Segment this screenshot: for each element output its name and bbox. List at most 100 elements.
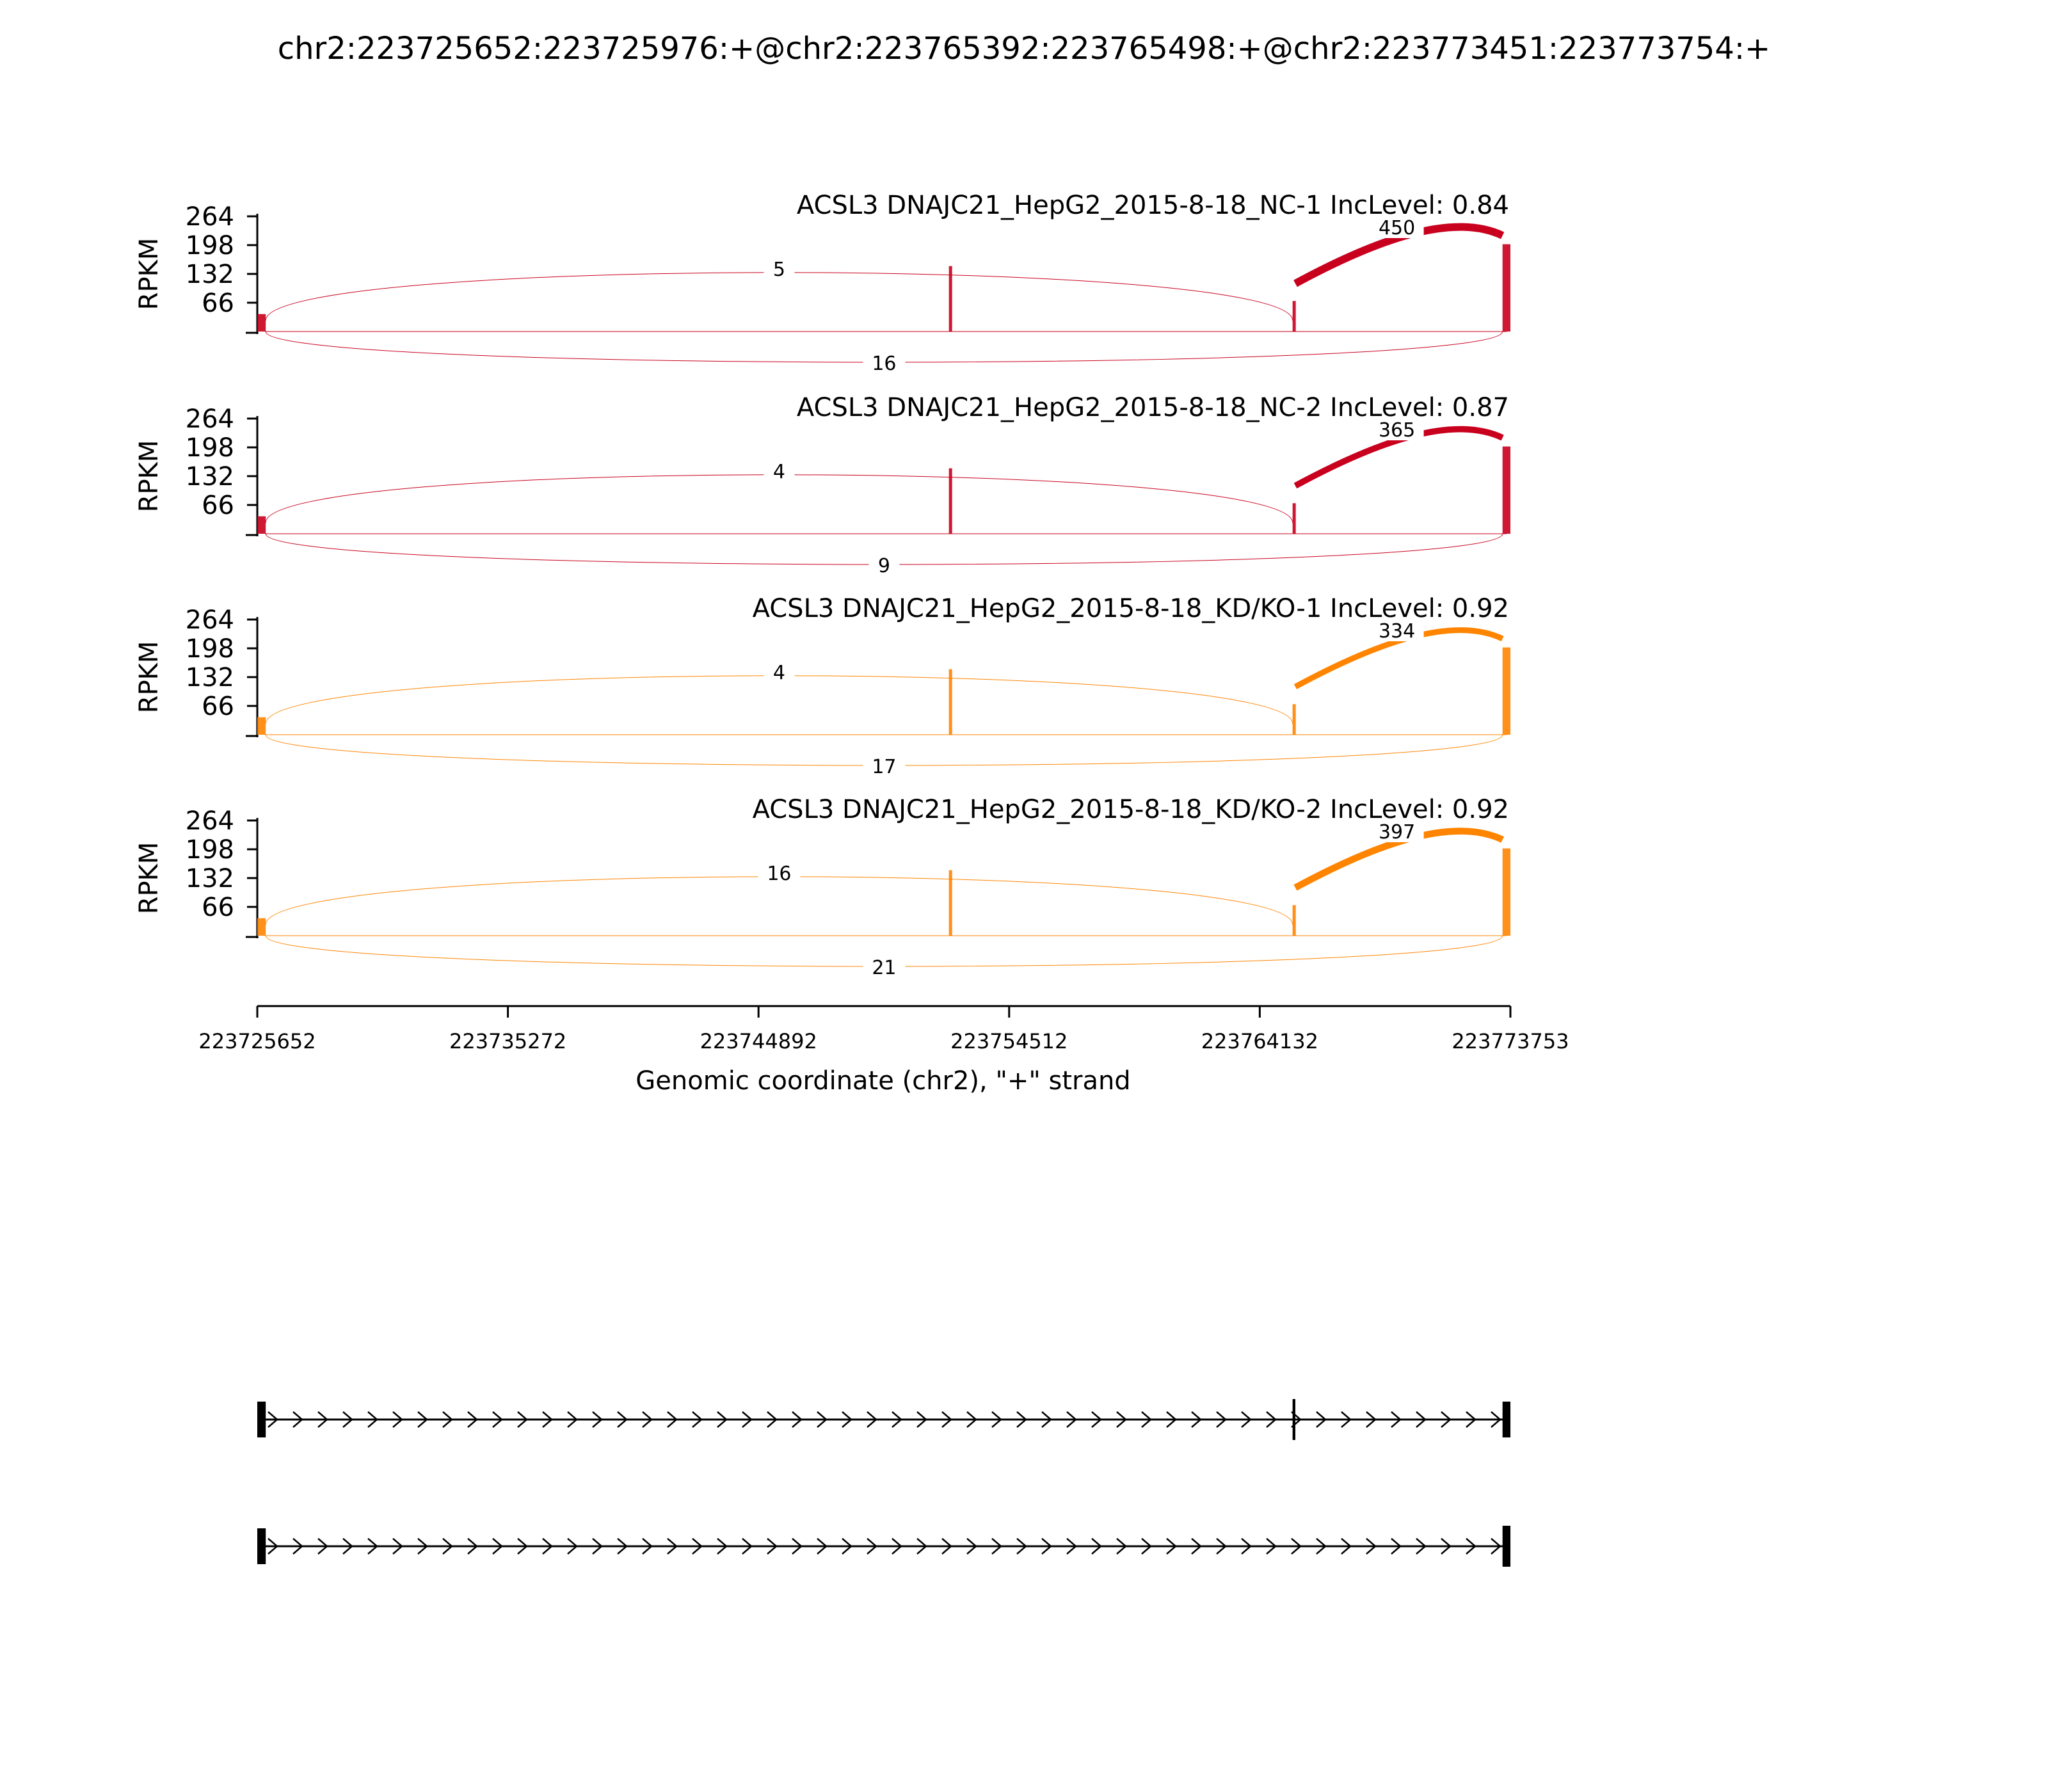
y-tick-label: 66 <box>202 893 234 922</box>
strand-chevron <box>1366 1538 1377 1555</box>
junction-label: 17 <box>872 756 896 778</box>
y-tick-label: 132 <box>186 663 234 692</box>
strand-chevron <box>492 1411 503 1428</box>
strand-chevron <box>642 1411 653 1428</box>
strand-chevron <box>1366 1411 1377 1428</box>
track-title: ACSL3 DNAJC21_HepG2_2015-8-18_NC-1 IncLe… <box>797 191 1509 220</box>
strand-chevron <box>392 1538 403 1555</box>
strand-chevron <box>717 1411 728 1428</box>
exon-block <box>1502 1526 1511 1567</box>
coverage-bar <box>257 918 266 936</box>
strand-chevron <box>367 1411 378 1428</box>
x-tick-label: 223725652 <box>198 1029 316 1053</box>
strand-chevron <box>667 1411 678 1428</box>
strand-chevron <box>517 1538 528 1555</box>
strand-chevron <box>941 1538 952 1555</box>
y-tick-label: 198 <box>186 634 234 664</box>
junction-label-bg <box>764 460 795 482</box>
y-axis-label: RPKM <box>134 238 164 310</box>
strand-chevron <box>342 1538 353 1555</box>
strand-chevron <box>1141 1411 1152 1428</box>
strand-chevron <box>317 1411 328 1428</box>
strand-chevron <box>1466 1538 1476 1555</box>
coverage-bar <box>1502 244 1511 332</box>
strand-chevron <box>542 1411 553 1428</box>
coverage-bar <box>257 314 266 332</box>
strand-chevron <box>991 1538 1002 1555</box>
strand-chevron <box>1391 1411 1402 1428</box>
exon-block <box>1292 1399 1295 1440</box>
strand-chevron <box>617 1538 628 1555</box>
junction-label: 5 <box>773 259 785 281</box>
coverage-bar <box>948 870 952 936</box>
strand-chevron <box>1241 1411 1252 1428</box>
junction-label-bg <box>863 352 906 374</box>
junction-label: 9 <box>878 555 890 577</box>
strand-chevron <box>417 1411 428 1428</box>
strand-chevron <box>467 1538 478 1555</box>
y-tick-label: 264 <box>186 404 234 434</box>
strand-chevron <box>417 1538 428 1555</box>
strand-chevron <box>292 1411 303 1428</box>
y-axis-label: RPKM <box>134 842 164 915</box>
strand-chevron <box>1316 1538 1327 1555</box>
junction-label-bg <box>863 956 906 978</box>
y-tick-label: 264 <box>186 806 234 836</box>
junction-label-bg <box>764 660 795 683</box>
track-title: ACSL3 DNAJC21_HepG2_2015-8-18_KD/KO-2 In… <box>753 795 1509 824</box>
strand-chevron <box>567 1411 578 1428</box>
strand-chevron <box>692 1411 703 1428</box>
strand-chevron <box>1316 1411 1327 1428</box>
coverage-bar <box>1292 704 1296 735</box>
strand-chevron <box>867 1538 877 1555</box>
strand-chevron <box>1491 1411 1501 1428</box>
strand-chevron <box>1016 1538 1027 1555</box>
y-tick-label: 264 <box>186 605 234 635</box>
coverage-bar <box>1502 848 1511 936</box>
junction-label-bg <box>758 861 801 884</box>
exon-block <box>257 1528 266 1564</box>
strand-chevron <box>542 1538 553 1555</box>
strand-chevron <box>492 1538 503 1555</box>
strand-chevron <box>717 1538 728 1555</box>
strand-chevron <box>1291 1538 1302 1555</box>
strand-chevron <box>1116 1538 1127 1555</box>
strand-chevron <box>1016 1411 1027 1428</box>
strand-chevron <box>667 1538 678 1555</box>
strand-chevron <box>467 1411 478 1428</box>
strand-chevron <box>1416 1411 1427 1428</box>
strand-chevron <box>767 1538 778 1555</box>
junction-label: 21 <box>872 957 896 979</box>
strand-chevron <box>1166 1538 1177 1555</box>
strand-chevron <box>642 1538 653 1555</box>
strand-chevron <box>292 1538 303 1555</box>
y-tick-label: 66 <box>202 692 234 721</box>
isoform-models <box>257 1399 1511 1567</box>
strand-chevron <box>367 1538 378 1555</box>
strand-chevron <box>1116 1411 1127 1428</box>
coverage-bar <box>257 717 266 735</box>
junction-label: 397 <box>1379 821 1415 844</box>
x-tick-label: 223735272 <box>449 1029 566 1053</box>
strand-chevron <box>617 1411 628 1428</box>
strand-chevron <box>1066 1538 1077 1555</box>
strand-chevron <box>941 1411 952 1428</box>
strand-chevron <box>517 1411 528 1428</box>
y-tick-label: 66 <box>202 289 234 318</box>
coverage-bar <box>1502 446 1511 534</box>
strand-chevron <box>1266 1538 1277 1555</box>
strand-chevron <box>991 1411 1002 1428</box>
strand-chevron <box>1266 1411 1277 1428</box>
junction-label-bg <box>1370 620 1424 641</box>
y-tick-label: 132 <box>186 864 234 893</box>
y-tick-label: 198 <box>186 231 234 260</box>
y-tick-label: 132 <box>186 260 234 289</box>
strand-chevron <box>1141 1538 1152 1555</box>
y-axis-label: RPKM <box>134 641 164 714</box>
strand-chevron <box>442 1411 453 1428</box>
